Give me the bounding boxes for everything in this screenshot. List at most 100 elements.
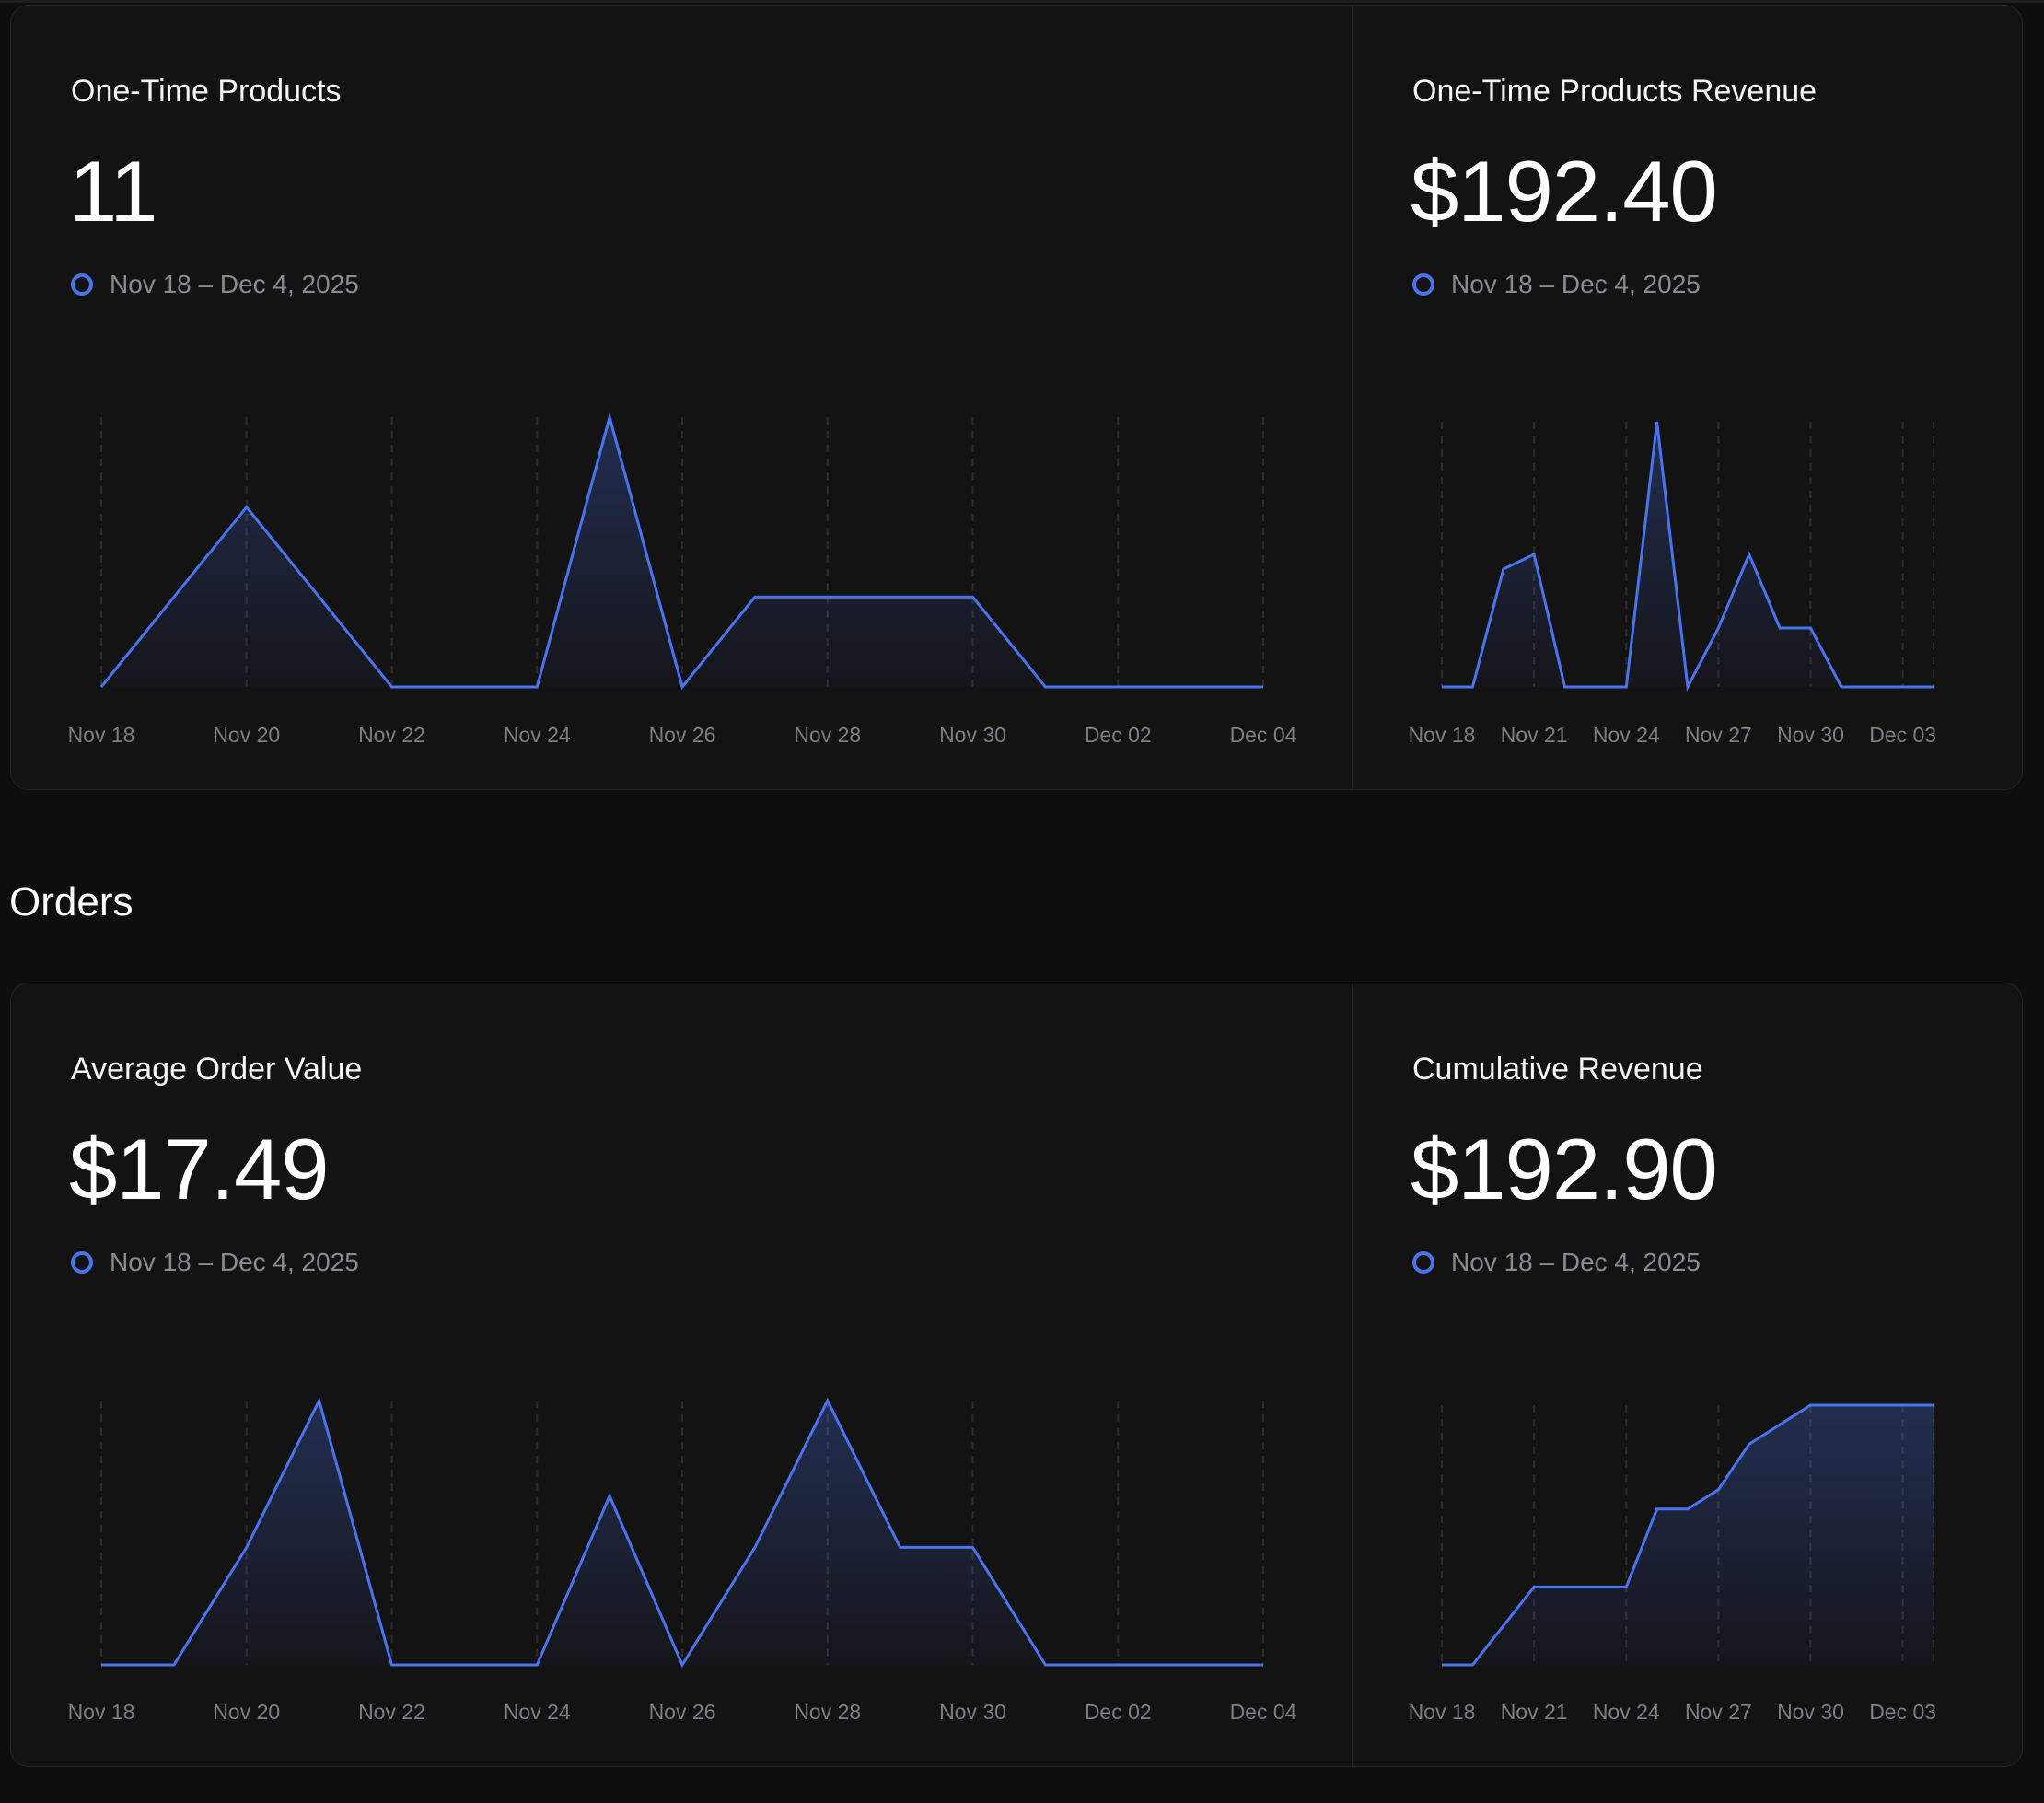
data-point[interactable] (604, 1491, 615, 1502)
data-point[interactable] (1039, 681, 1051, 692)
data-point[interactable] (968, 591, 979, 602)
data-point[interactable] (1112, 681, 1123, 692)
series-area (1442, 1405, 1934, 1665)
data-point[interactable] (1528, 549, 1539, 560)
data-point[interactable] (677, 681, 688, 692)
range-circle-icon (1412, 1251, 1434, 1274)
x-tick-label: Nov 26 (649, 723, 716, 747)
data-point[interactable] (459, 681, 470, 692)
data-point[interactable] (1682, 1504, 1693, 1515)
x-tick-label: Nov 21 (1501, 723, 1568, 747)
data-point[interactable] (968, 1541, 979, 1553)
data-point[interactable] (1436, 681, 1447, 692)
data-point[interactable] (895, 1541, 906, 1553)
data-point[interactable] (1620, 681, 1632, 692)
top-border (0, 0, 2044, 3)
data-point[interactable] (241, 502, 252, 513)
data-point[interactable] (1039, 1659, 1051, 1670)
x-tick-label: Nov 27 (1685, 1700, 1752, 1724)
data-point[interactable] (1467, 681, 1478, 692)
data-point[interactable] (314, 1395, 325, 1406)
data-point[interactable] (1652, 416, 1663, 427)
data-point[interactable] (1528, 1581, 1539, 1592)
date-range: Nov 18 – Dec 4, 2025 (71, 270, 359, 299)
data-point[interactable] (1590, 1581, 1601, 1592)
range-circle-icon (71, 1251, 93, 1274)
data-point[interactable] (1713, 622, 1724, 634)
data-point[interactable] (1774, 622, 1785, 634)
x-tick-label: Dec 04 (1230, 1700, 1297, 1724)
data-point[interactable] (1436, 1659, 1447, 1670)
data-point[interactable] (1258, 1659, 1269, 1670)
data-point[interactable] (1498, 564, 1509, 575)
average-order-value-chart[interactable]: Nov 18 Nov 20 Nov 22 Nov 24 Nov 26 Nov 28 Nov … (11, 983, 1352, 1767)
data-point[interactable] (822, 1395, 833, 1406)
data-point[interactable] (604, 412, 615, 423)
data-point[interactable] (241, 1541, 252, 1553)
data-point[interactable] (1866, 1400, 1877, 1411)
data-point[interactable] (96, 1659, 107, 1670)
data-point[interactable] (822, 591, 833, 602)
data-point[interactable] (1713, 1484, 1724, 1495)
data-point[interactable] (314, 591, 325, 602)
cumulative-revenue-chart[interactable]: Nov 18 Nov 21 Nov 24 Nov 27 Nov 30 Dec 03 (1353, 983, 2023, 1767)
data-point[interactable] (1258, 681, 1269, 692)
data-point[interactable] (749, 1541, 761, 1553)
data-point[interactable] (1620, 1581, 1632, 1592)
series-area (101, 417, 1263, 687)
data-point[interactable] (1467, 1659, 1478, 1670)
one-time-products-revenue-chart[interactable]: Nov 18 Nov 21 Nov 24 Nov 27 Nov 30 Dec 03 (1353, 6, 2023, 790)
data-point[interactable] (1806, 622, 1817, 634)
data-point[interactable] (677, 1659, 688, 1670)
metric-value: $17.49 (69, 1121, 330, 1217)
data-point[interactable] (1682, 681, 1693, 692)
data-point[interactable] (531, 1659, 542, 1670)
data-point[interactable] (1928, 681, 1939, 692)
panel-divider (1352, 6, 1353, 789)
metric-value: $192.90 (1411, 1121, 1718, 1217)
data-point[interactable] (387, 1659, 398, 1670)
data-point[interactable] (1744, 549, 1755, 560)
metric-title: Average Order Value (71, 1052, 363, 1087)
data-point[interactable] (1498, 1621, 1509, 1632)
data-point[interactable] (1836, 1400, 1847, 1411)
data-point[interactable] (1112, 1659, 1123, 1670)
date-range-label: Nov 18 – Dec 4, 2025 (1451, 270, 1701, 298)
x-tick-label: Dec 03 (1869, 723, 1936, 747)
one-time-products-revenue-panel: One-Time Products Revenue $192.40 Nov 18… (1353, 6, 2023, 790)
data-point[interactable] (1560, 681, 1571, 692)
date-range: Nov 18 – Dec 4, 2025 (71, 1248, 359, 1277)
data-point[interactable] (96, 681, 107, 692)
data-point[interactable] (1928, 1400, 1939, 1411)
data-point[interactable] (1806, 1400, 1817, 1411)
one-time-products-chart[interactable]: Nov 18 Nov 20 Nov 22 Nov 24 Nov 26 Nov 28 Nov … (11, 6, 1352, 790)
x-tick-label: Nov 24 (504, 723, 571, 747)
data-point[interactable] (168, 591, 180, 602)
data-point[interactable] (749, 591, 761, 602)
products-metrics-card: One-Time Products 11 Nov 18 – Dec 4, 202… (10, 5, 2023, 790)
data-point[interactable] (1185, 681, 1196, 692)
range-circle-icon (71, 273, 93, 296)
x-tick-label: Nov 18 (68, 723, 135, 747)
data-point[interactable] (1866, 681, 1877, 692)
data-point[interactable] (1560, 1581, 1571, 1592)
metric-title: Cumulative Revenue (1412, 1052, 1703, 1087)
date-range-label: Nov 18 – Dec 4, 2025 (1451, 1248, 1701, 1276)
data-point[interactable] (1590, 681, 1601, 692)
series-line (99, 412, 1263, 691)
data-point[interactable] (1652, 1504, 1663, 1515)
data-point[interactable] (1774, 1419, 1785, 1430)
data-point[interactable] (1744, 1438, 1755, 1449)
panel-divider (1352, 983, 1353, 1766)
data-point[interactable] (1185, 1659, 1196, 1670)
data-point[interactable] (168, 1659, 180, 1670)
data-point[interactable] (387, 681, 398, 692)
data-point[interactable] (895, 591, 906, 602)
x-tick-label: Nov 18 (1409, 1700, 1476, 1724)
data-point[interactable] (1898, 681, 1909, 692)
data-point[interactable] (1836, 681, 1847, 692)
data-point[interactable] (1898, 1400, 1909, 1411)
data-point[interactable] (531, 681, 542, 692)
data-point[interactable] (459, 1659, 470, 1670)
x-tick-label: Nov 24 (1593, 1700, 1660, 1724)
